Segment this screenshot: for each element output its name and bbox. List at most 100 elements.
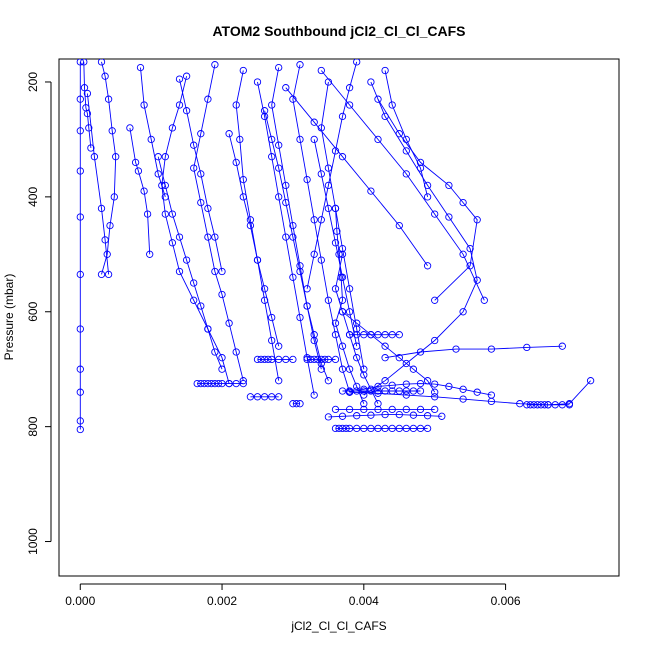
data-point: [381, 331, 389, 339]
data-point: [473, 276, 481, 284]
data-point: [218, 379, 226, 388]
x-tick-label: 0.006: [491, 594, 521, 608]
data-point: [431, 388, 439, 396]
data-point: [423, 193, 432, 201]
data-point: [317, 355, 325, 364]
data-point: [473, 388, 481, 396]
data-point: [296, 135, 304, 144]
series-line: [271, 67, 329, 381]
data-point: [353, 424, 361, 433]
data-point: [445, 382, 453, 391]
data-point: [289, 400, 297, 408]
data-point: [154, 170, 162, 178]
data-point: [331, 319, 340, 327]
data-point: [232, 348, 240, 356]
data-point: [416, 348, 425, 356]
data-point: [225, 319, 233, 327]
data-point: [225, 379, 233, 388]
data-point: [381, 354, 389, 362]
data-point: [402, 170, 410, 178]
data-point: [360, 391, 368, 399]
data-point: [289, 221, 297, 230]
data-point: [260, 393, 269, 401]
data-point: [331, 239, 340, 247]
data-point: [76, 127, 84, 135]
data-point: [402, 405, 410, 414]
data-point: [275, 164, 283, 172]
data-point: [338, 112, 347, 121]
data-point: [80, 59, 88, 66]
data-point: [459, 250, 467, 258]
data-point: [423, 377, 432, 385]
data-point: [87, 144, 95, 152]
data-point: [409, 424, 418, 433]
series-line: [101, 61, 117, 275]
data-point: [136, 63, 145, 72]
data-point: [353, 382, 361, 391]
data-point: [395, 424, 403, 433]
data-point: [374, 405, 382, 414]
data-point: [388, 381, 396, 389]
data-point: [253, 78, 262, 86]
data-point: [161, 181, 169, 190]
data-point: [260, 107, 269, 115]
data-point: [345, 405, 354, 414]
data-point: [317, 170, 325, 178]
data-point: [275, 141, 283, 149]
data-point: [353, 387, 361, 395]
data-point: [367, 187, 375, 195]
data-point: [388, 424, 396, 433]
data-point: [97, 204, 106, 213]
data-point: [537, 401, 545, 409]
data-point: [381, 424, 389, 433]
data-point: [275, 377, 283, 385]
x-axis-label: jCl2_Cl_Cl_CAFS: [290, 619, 386, 633]
data-point: [306, 355, 315, 364]
data-point: [197, 198, 205, 207]
data-point: [324, 377, 333, 385]
data-point: [296, 313, 304, 322]
series-line: [292, 64, 351, 393]
data-point: [108, 127, 116, 135]
data-point: [317, 66, 325, 75]
y-tick-label: 600: [26, 301, 40, 321]
data-point: [161, 210, 169, 218]
data-point: [551, 401, 559, 409]
data-point: [338, 365, 347, 373]
data-point: [338, 412, 347, 420]
data-point: [523, 343, 531, 352]
data-point: [303, 302, 311, 310]
data-point: [275, 355, 283, 364]
data-point: [381, 410, 389, 419]
data-point: [374, 387, 382, 395]
data-point: [317, 365, 325, 373]
x-axis: 0.000 0.002 0.004 0.006: [65, 583, 521, 608]
data-point: [324, 413, 333, 421]
data-point: [146, 250, 154, 258]
series-line: [377, 98, 478, 301]
data-point: [140, 101, 148, 109]
data-point: [523, 401, 531, 409]
series-line: [320, 70, 485, 301]
data-point: [76, 95, 84, 103]
y-tick-label: 400: [26, 187, 40, 207]
data-point: [232, 158, 240, 167]
data-point: [289, 355, 297, 364]
data-point: [438, 412, 446, 420]
data-point: [225, 130, 233, 138]
data-point: [236, 135, 244, 144]
series-line: [161, 76, 230, 384]
data-point: [168, 124, 177, 132]
data-point: [445, 181, 453, 190]
data-point: [85, 124, 93, 132]
data-point: [431, 380, 439, 388]
data-point: [90, 153, 99, 161]
data-point: [321, 355, 329, 364]
data-point: [289, 273, 297, 281]
data-point: [473, 216, 481, 224]
data-point: [197, 130, 205, 138]
data-point: [335, 424, 343, 433]
data-point: [143, 210, 152, 218]
data-point: [161, 153, 169, 161]
data-point: [292, 400, 301, 408]
